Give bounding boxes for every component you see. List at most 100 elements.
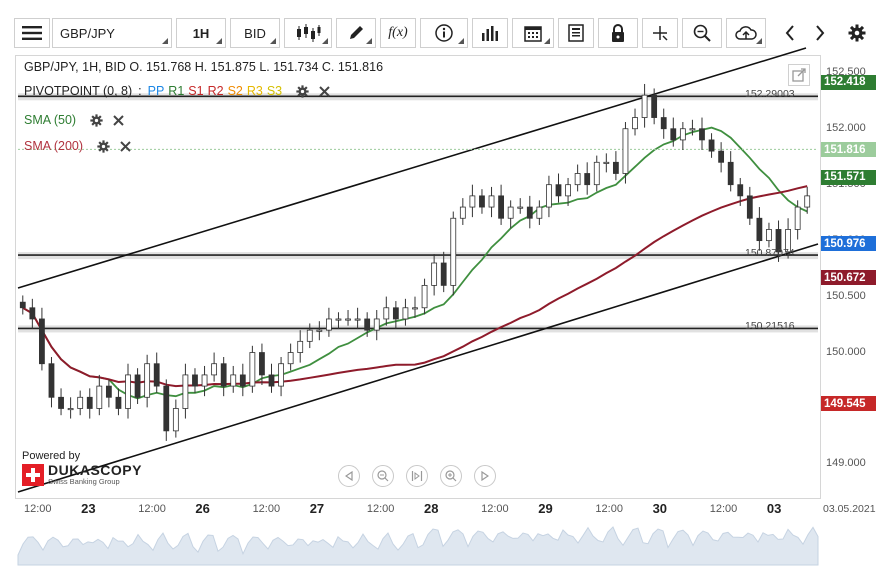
- candle-down-body: [192, 374, 198, 387]
- timeframe-selector[interactable]: 1H: [176, 18, 226, 48]
- dropdown-corner-icon: [162, 38, 168, 44]
- popout-icon: [792, 68, 806, 82]
- cloud-save-button[interactable]: [726, 18, 766, 48]
- symbol-selector[interactable]: GBP/JPY: [52, 18, 172, 48]
- candle: [192, 368, 198, 393]
- price-side-selector[interactable]: BID: [230, 18, 280, 48]
- candle: [574, 164, 581, 192]
- pivot-level-s3: S3: [266, 84, 283, 98]
- swiss-cross-icon: [22, 464, 44, 486]
- gear-icon: [97, 139, 110, 153]
- price-tick: 150.000: [826, 345, 866, 358]
- candle-up-body: [641, 94, 648, 118]
- candle: [412, 296, 418, 318]
- zoom-icon: [693, 24, 711, 42]
- candle-up-body: [77, 396, 84, 409]
- pivot-level-r2: R2: [207, 84, 224, 98]
- reset-zoom-button[interactable]: [406, 465, 428, 487]
- candle-up-body: [373, 318, 380, 331]
- candle: [641, 83, 648, 128]
- candle-up-body: [412, 307, 418, 310]
- candle-up-body: [326, 318, 332, 331]
- dropdown-corner-icon: [322, 38, 328, 44]
- candle: [708, 133, 715, 158]
- sma200-settings-button[interactable]: [97, 139, 110, 153]
- sma50-line: [22, 126, 808, 400]
- candle: [459, 198, 466, 225]
- calendar-button[interactable]: [512, 18, 554, 48]
- sma50-remove-button[interactable]: [113, 114, 124, 126]
- zoom-in-button[interactable]: [440, 465, 462, 487]
- zoom-out-button[interactable]: [372, 465, 394, 487]
- candle-up-body: [546, 184, 552, 208]
- candle: [689, 119, 696, 136]
- pan-right-button[interactable]: [474, 465, 496, 487]
- pencil-icon: [350, 26, 363, 39]
- candle: [239, 363, 246, 397]
- candle-up-body: [593, 161, 600, 186]
- pivot-line-label: 150.21516: [745, 320, 795, 333]
- document-icon: [568, 24, 584, 42]
- candle: [306, 323, 313, 349]
- pivot-level-s2: S2: [227, 84, 243, 98]
- candle-up-body: [287, 352, 294, 365]
- crosshair-button[interactable]: [642, 18, 678, 48]
- pivot-settings-button[interactable]: [296, 84, 309, 98]
- pan-left-button[interactable]: [338, 465, 360, 487]
- candle-down-body: [364, 318, 371, 331]
- pivot-remove-button[interactable]: [319, 85, 330, 97]
- pivot-line-label: 152.29003: [745, 88, 795, 101]
- candle-up-body: [574, 173, 581, 186]
- menu-button[interactable]: [14, 18, 50, 48]
- time-hour-label: 12:00: [595, 503, 623, 515]
- scroll-left-button[interactable]: [776, 18, 804, 48]
- fit-icon: [411, 471, 423, 481]
- popout-button[interactable]: [788, 64, 810, 86]
- candle-down-body: [708, 139, 715, 152]
- candle: [584, 162, 591, 195]
- candle-down-body: [612, 161, 619, 174]
- candle-up-body: [230, 374, 237, 387]
- candle-up-body: [622, 128, 629, 174]
- chart-plot-area[interactable]: [15, 55, 821, 499]
- candle: [144, 354, 151, 408]
- candle-up-body: [785, 229, 791, 253]
- timeframe-label: 1H: [192, 25, 210, 41]
- candle-up-body: [67, 408, 74, 411]
- hamburger-icon: [22, 26, 42, 40]
- triangle-right-icon: [481, 471, 489, 481]
- candle: [632, 108, 638, 136]
- time-hour-label: 12:00: [252, 503, 281, 515]
- sma200-label: SMA (200): [24, 139, 84, 153]
- candle: [785, 218, 791, 259]
- lock-button[interactable]: [598, 18, 638, 48]
- ohlc-legend: GBP/JPY, 1H, BID O. 151.768 H. 151.875 L…: [24, 60, 384, 74]
- price-tick: 150.500: [826, 289, 866, 302]
- sma200-remove-button[interactable]: [120, 140, 131, 152]
- volume-button[interactable]: [472, 18, 508, 48]
- settings-button[interactable]: [840, 18, 874, 48]
- candle: [402, 298, 409, 326]
- candle-up-body: [201, 374, 208, 387]
- scroll-right-button[interactable]: [806, 18, 834, 48]
- sma50-settings-button[interactable]: [90, 113, 103, 127]
- candle: [804, 186, 811, 214]
- drawing-tool-button[interactable]: [336, 18, 376, 48]
- pivot-legend: PIVOTPOINT (0, 8) : PP R1 S1 R2 S2 R3 S3: [24, 84, 330, 98]
- candle-down-body: [584, 173, 591, 186]
- candle: [718, 142, 725, 173]
- candle-up-body: [402, 307, 409, 320]
- chart-type-button[interactable]: [284, 18, 332, 48]
- candle-up-body: [316, 329, 323, 332]
- indicators-button[interactable]: f(x): [380, 18, 416, 48]
- news-button[interactable]: [558, 18, 594, 48]
- candle: [766, 222, 772, 248]
- candle: [77, 390, 84, 416]
- candle: [546, 175, 552, 218]
- candle-down-body: [699, 128, 705, 141]
- brand-tagline: Swiss Banking Group: [48, 477, 120, 486]
- candle-up-body: [172, 408, 179, 432]
- zoom-button[interactable]: [682, 18, 722, 48]
- info-button[interactable]: [420, 18, 468, 48]
